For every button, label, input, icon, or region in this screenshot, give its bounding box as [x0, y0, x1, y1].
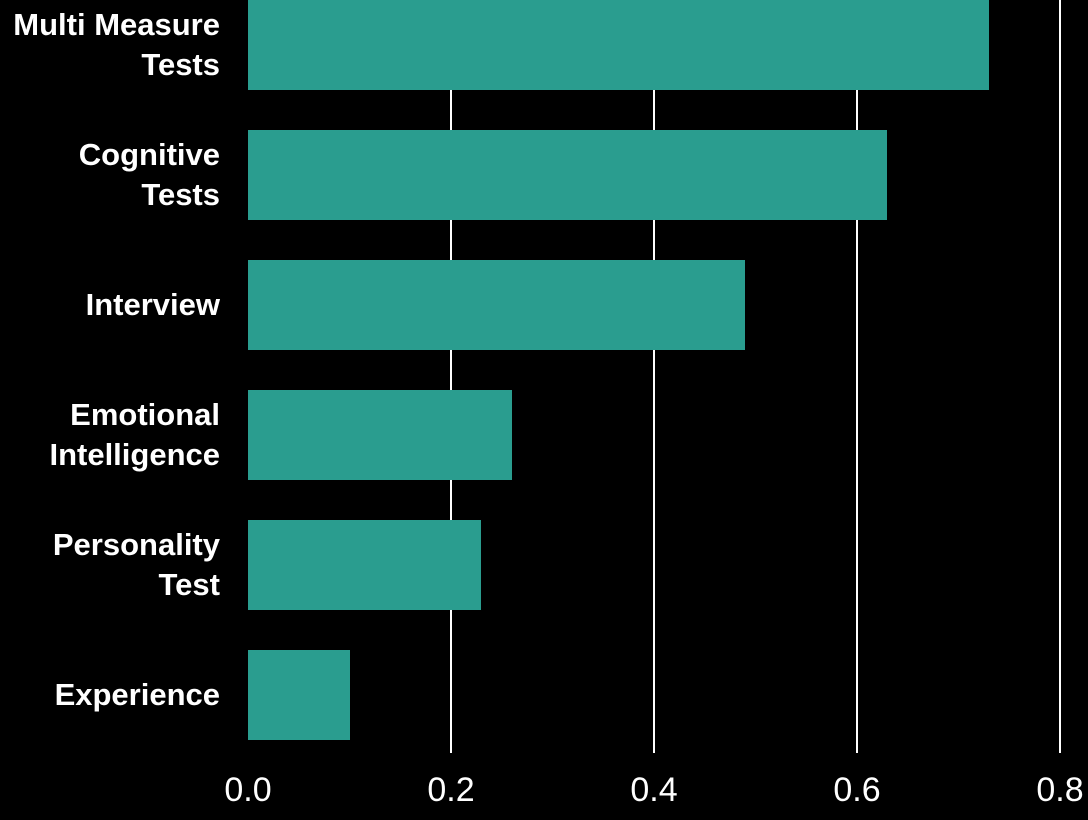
x-gridline	[856, 0, 858, 753]
category-label: Multi Measure Tests	[13, 7, 220, 82]
category-label: Interview	[85, 287, 220, 322]
bar-multi-measure-tests	[248, 0, 989, 90]
x-gridline	[653, 0, 655, 753]
bar-personality-test	[248, 520, 481, 610]
category-label: Personality Test	[52, 527, 220, 602]
x-tick-label: 0.4	[630, 771, 678, 809]
bar-interview	[248, 260, 745, 350]
x-tick-label: 0.0	[224, 771, 272, 809]
bar-emotional-intelligence	[248, 390, 512, 480]
x-gridline	[1059, 0, 1061, 753]
bar-experience	[248, 650, 350, 740]
category-label: Experience	[54, 677, 220, 712]
x-tick-label: 0.2	[427, 771, 475, 809]
x-tick-label: 0.8	[1036, 771, 1084, 809]
category-label: Cognitive Tests	[78, 137, 220, 212]
x-tick-label: 0.6	[833, 771, 881, 809]
x-gridline	[450, 0, 452, 753]
category-label: Emotional Intelligence	[49, 397, 220, 472]
bar-cognitive-tests	[248, 130, 887, 220]
